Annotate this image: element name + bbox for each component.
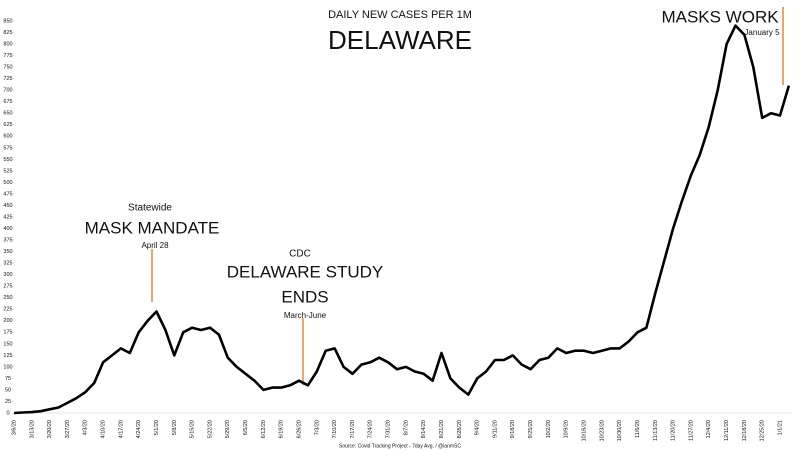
y-tick-label: 25: [5, 399, 11, 405]
x-tick-label: 10/9/20: [564, 420, 570, 438]
y-tick-label: 750: [3, 65, 12, 71]
x-tick-label: 8/21/20: [439, 420, 445, 438]
x-tick-label: 9/11/20: [492, 420, 498, 438]
x-tick-label: 3/27/20: [65, 420, 71, 438]
y-tick-label: 700: [3, 88, 12, 94]
x-tick-label: 3/6/20: [11, 420, 17, 435]
x-tick-label: 11/6/20: [635, 420, 641, 438]
y-tick-label: 275: [3, 284, 12, 290]
x-tick-label: 9/4/20: [475, 420, 481, 435]
x-tick-label: 4/24/20: [136, 420, 142, 438]
x-tick-label: 12/25/20: [760, 420, 766, 441]
x-tick-label: 9/25/20: [528, 420, 534, 438]
data-line: [13, 24, 791, 415]
y-tick-label: 725: [3, 76, 12, 82]
y-tick-label: 775: [3, 53, 12, 59]
y-tick-label: 300: [3, 272, 12, 278]
x-tick-label: 5/15/20: [190, 420, 196, 438]
y-tick-label: 200: [3, 318, 12, 324]
x-tick-label: 11/13/20: [653, 420, 659, 441]
x-tick-label: 4/3/20: [83, 420, 89, 435]
y-tick-label: 475: [3, 191, 12, 197]
x-tick-label: 5/22/20: [207, 420, 213, 438]
y-tick-label: 850: [3, 18, 12, 24]
x-tick-label: 8/14/20: [421, 420, 427, 438]
x-tick-label: 6/5/20: [243, 420, 249, 435]
x-tick-label: 4/17/20: [118, 420, 124, 438]
x-tick-label: 5/29/20: [225, 420, 231, 438]
x-tick-label: 5/8/20: [172, 420, 178, 435]
y-tick-label: 525: [3, 168, 12, 174]
x-tick-label: 3/13/20: [29, 420, 35, 438]
x-tick-label: 9/18/20: [510, 420, 516, 438]
x-tick-label: 3/20/20: [47, 420, 53, 438]
y-tick-label: 50: [5, 387, 11, 393]
x-tick-label: 5/1/20: [154, 420, 160, 435]
x-tick-label: 10/23/20: [599, 420, 605, 441]
y-tick-label: 375: [3, 238, 12, 244]
y-tick-label: 125: [3, 353, 12, 359]
annotation: MASKS WORK: [661, 7, 779, 26]
source-note: Source: Covid Tracking Project - 7day Av…: [339, 443, 461, 449]
y-tick-label: 425: [3, 214, 12, 220]
y-tick-label: 175: [3, 330, 12, 336]
y-tick-label: 600: [3, 134, 12, 140]
y-tick-label: 325: [3, 261, 12, 267]
y-tick-label: 350: [3, 249, 12, 255]
y-tick-label: 575: [3, 145, 12, 151]
x-tick-label: 6/26/20: [296, 420, 302, 438]
x-tick-label: 10/2/20: [546, 420, 552, 438]
y-tick-label: 150: [3, 341, 12, 347]
y-tick-label: 500: [3, 180, 12, 186]
x-tick-label: 12/4/20: [706, 420, 712, 438]
chart-title: DELAWARE: [328, 25, 472, 55]
y-tick-label: 225: [3, 307, 12, 313]
x-tick-label: 7/10/20: [332, 420, 338, 438]
y-tick-label: 800: [3, 42, 12, 48]
annotation: April 28: [141, 241, 169, 250]
annotation: March-June: [284, 311, 327, 320]
x-tick-label: 7/3/20: [314, 420, 320, 435]
chart-subtitle: DAILY NEW CASES PER 1M: [328, 9, 472, 21]
annotation: ENDS: [281, 287, 328, 306]
x-tick-label: 4/10/20: [101, 420, 107, 438]
y-tick-label: 675: [3, 99, 12, 105]
x-tick-label: 7/17/20: [350, 420, 356, 438]
y-tick-label: 550: [3, 157, 12, 163]
x-tick-label: 7/24/20: [368, 420, 374, 438]
x-tick-label: 1/1/21: [777, 420, 783, 435]
annotation: Statewide: [128, 203, 172, 214]
x-tick-label: 10/16/20: [581, 420, 587, 441]
x-tick-label: 12/18/20: [742, 420, 748, 441]
x-tick-label: 7/31/20: [386, 420, 392, 438]
x-tick-label: 11/20/20: [671, 420, 677, 441]
x-tick-label: 12/11/20: [724, 420, 730, 441]
annotation: DELAWARE STUDY: [227, 262, 384, 281]
y-tick-label: 100: [3, 364, 12, 370]
annotation: MASK MANDATE: [85, 218, 220, 237]
y-tick-label: 0: [6, 410, 9, 416]
annotation: January 5: [744, 28, 780, 37]
x-tick-label: 10/30/20: [617, 420, 623, 441]
y-tick-label: 250: [3, 295, 12, 301]
y-tick-label: 825: [3, 30, 12, 36]
annotation: CDC: [289, 249, 311, 260]
x-tick-label: 11/27/20: [688, 420, 694, 441]
x-tick-label: 6/19/20: [279, 420, 285, 438]
y-tick-label: 75: [5, 376, 11, 382]
y-tick-label: 450: [3, 203, 12, 209]
x-tick-label: 6/12/20: [261, 420, 267, 438]
y-tick-label: 650: [3, 111, 12, 117]
y-tick-label: 625: [3, 122, 12, 128]
x-tick-label: 8/28/20: [457, 420, 463, 438]
x-tick-label: 8/7/20: [403, 420, 409, 435]
y-tick-label: 400: [3, 226, 12, 232]
